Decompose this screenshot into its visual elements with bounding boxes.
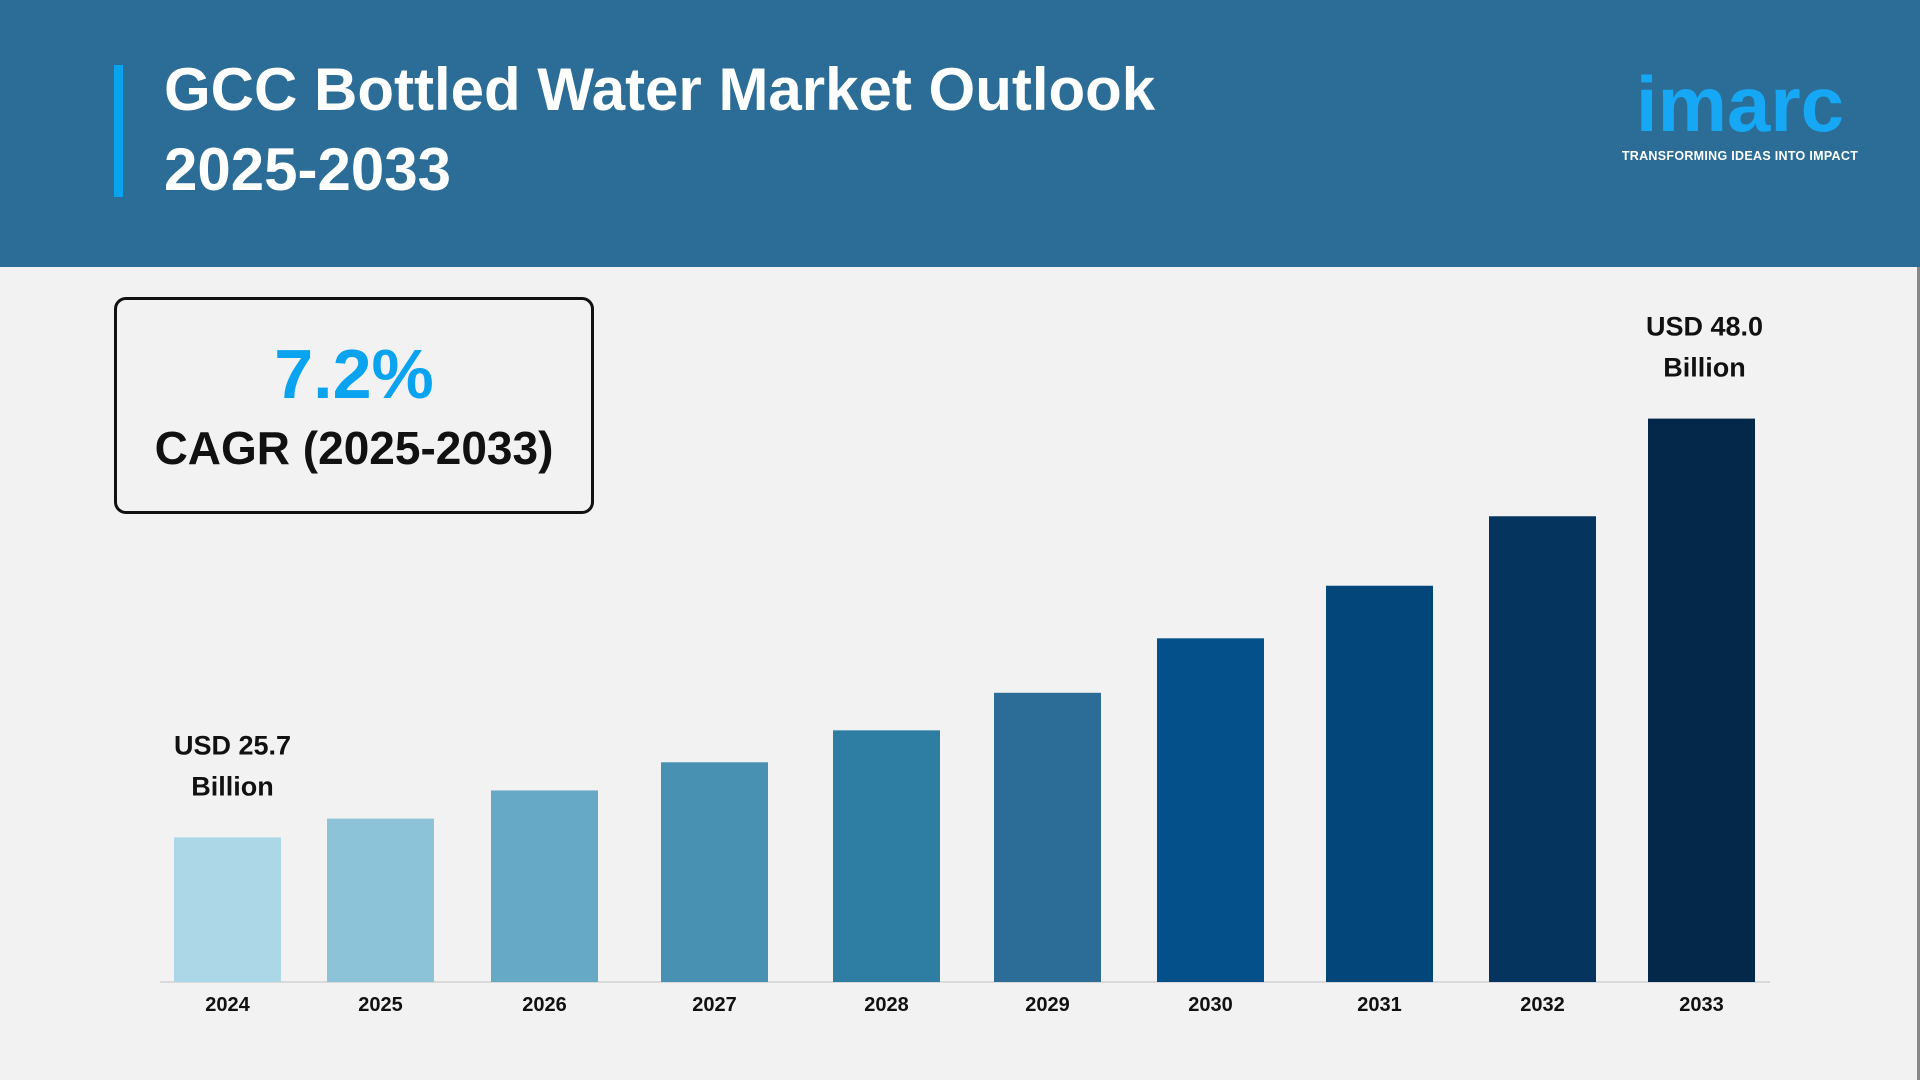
bar-2024 (174, 837, 281, 982)
x-tick-2032: 2032 (1520, 994, 1565, 1016)
cagr-label: CAGR (2025-2033) (154, 422, 554, 474)
title-line-2: 2025-2033 (164, 136, 451, 203)
bar-2030 (1157, 638, 1264, 982)
header-banner: GCC Bottled Water Market Outlook 2025-20… (0, 0, 1920, 267)
data-label-2033-unit: Billion (1663, 353, 1746, 383)
x-tick-2030: 2030 (1188, 994, 1233, 1016)
bar-2025 (327, 818, 434, 982)
cagr-box: 7.2% CAGR (2025-2033) (114, 297, 594, 514)
title-accent-bar (114, 65, 123, 197)
bar-2027 (661, 762, 768, 982)
right-border (1917, 267, 1920, 1080)
x-tick-2028: 2028 (864, 994, 909, 1016)
imarc-logo: imarc TRANSFORMING IDEAS INTO IMPACT (1590, 62, 1890, 164)
data-label-2024-unit: Billion (191, 771, 274, 801)
logo-wordmark: imarc (1635, 60, 1845, 148)
logo-tagline: TRANSFORMING IDEAS INTO IMPACT (1621, 149, 1859, 163)
bar-2028 (833, 730, 940, 982)
bar-2026 (491, 790, 598, 982)
x-tick-2029: 2029 (1025, 994, 1070, 1016)
bar-2033 (1648, 418, 1755, 983)
page-title: GCC Bottled Water Market Outlook 2025-20… (164, 50, 1155, 210)
title-line-1: GCC Bottled Water Market Outlook (164, 56, 1156, 123)
cagr-value: 7.2% (274, 335, 434, 413)
data-label-2033-value: USD 48.0 (1646, 312, 1763, 342)
data-label-2024-value: USD 25.7 (174, 730, 291, 760)
x-tick-2031: 2031 (1357, 994, 1402, 1016)
bar-2029 (994, 692, 1101, 982)
x-tick-2033: 2033 (1679, 994, 1724, 1016)
x-tick-2027: 2027 (692, 994, 737, 1016)
x-tick-2025: 2025 (358, 994, 403, 1016)
x-tick-2026: 2026 (522, 994, 567, 1016)
bar-2031 (1326, 585, 1433, 982)
x-tick-2024: 2024 (205, 994, 250, 1016)
bar-2032 (1489, 516, 1596, 982)
